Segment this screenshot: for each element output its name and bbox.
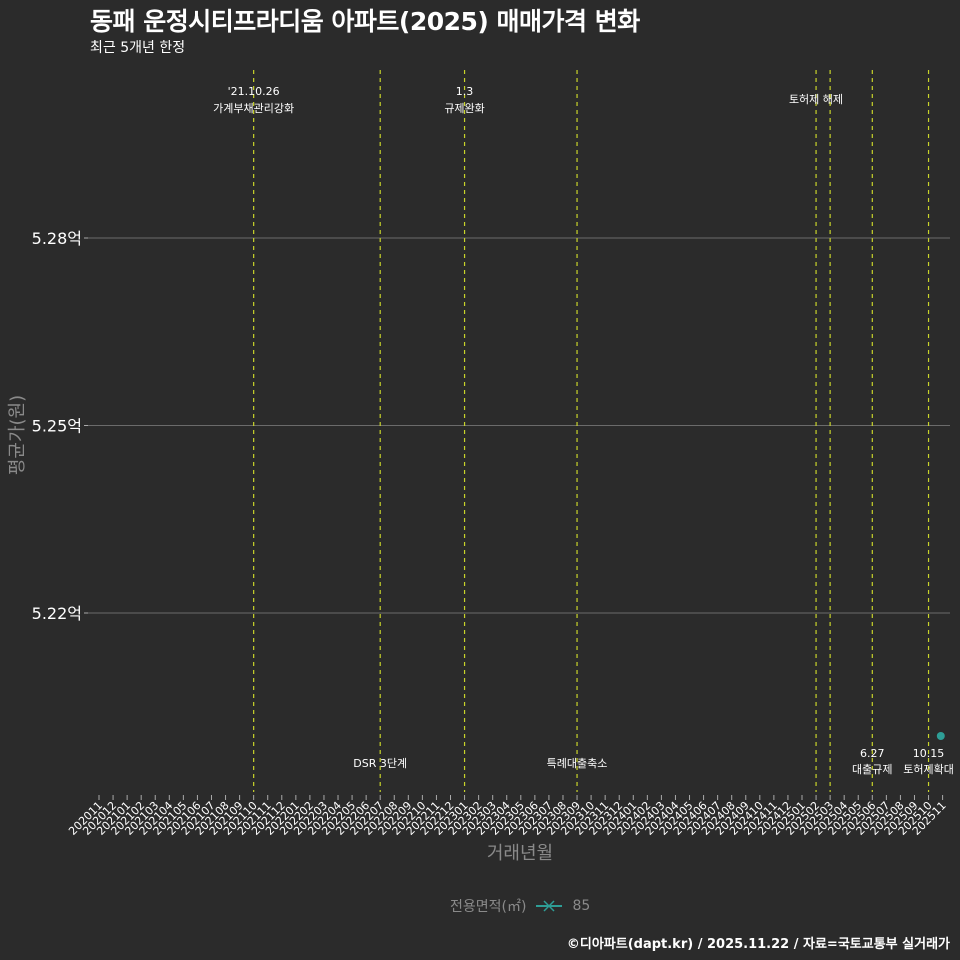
y-tick-label: 5.28억 <box>32 229 82 248</box>
legend-key-icon <box>536 899 563 913</box>
data-series <box>936 732 945 740</box>
y-axis-ticks: 5.22억 5.25억 5.28억 <box>32 229 88 623</box>
event-label: 토허제확대 <box>903 763 954 776</box>
y-tick-label: 5.25억 <box>32 417 82 436</box>
legend-item-label: 85 <box>572 898 591 914</box>
event-label: 가계부채관리강화 <box>213 102 294 115</box>
event-label: DSR 3단계 <box>353 757 407 770</box>
legend-title: 전용면적(㎡) <box>450 899 527 915</box>
event-date-label: 1.3 <box>456 85 474 98</box>
event-label: 대출규제 <box>852 763 892 776</box>
y-tick-label: 5.22억 <box>32 604 82 623</box>
chart-title: 동패 운정시티프라디움 아파트(2025) 매매가격 변화 <box>90 7 640 36</box>
y-axis-title: 평균가(원) <box>7 395 28 475</box>
x-axis-ticks: 2020112020122021012021022021032021042021… <box>66 795 949 838</box>
event-label: 특례대출축소 <box>547 757 608 770</box>
data-point[interactable] <box>936 732 945 740</box>
chart-subtitle: 최근 5개년 한정 <box>90 40 186 56</box>
source-caption: ©디아파트(dapt.kr) / 2025.11.22 / 자료=국토교통부 실… <box>566 937 950 952</box>
legend: 전용면적(㎡) 85 <box>450 896 590 916</box>
event-date-label: 6.27 <box>860 747 885 760</box>
x-axis-title: 거래년월 <box>487 843 553 864</box>
event-label: 토허제 해제 <box>789 92 843 106</box>
event-label: 규제완화 <box>444 102 484 115</box>
event-date-label: '21.10.26 <box>228 85 280 98</box>
gridlines <box>88 237 950 614</box>
event-date-label: 10.15 <box>913 747 945 760</box>
